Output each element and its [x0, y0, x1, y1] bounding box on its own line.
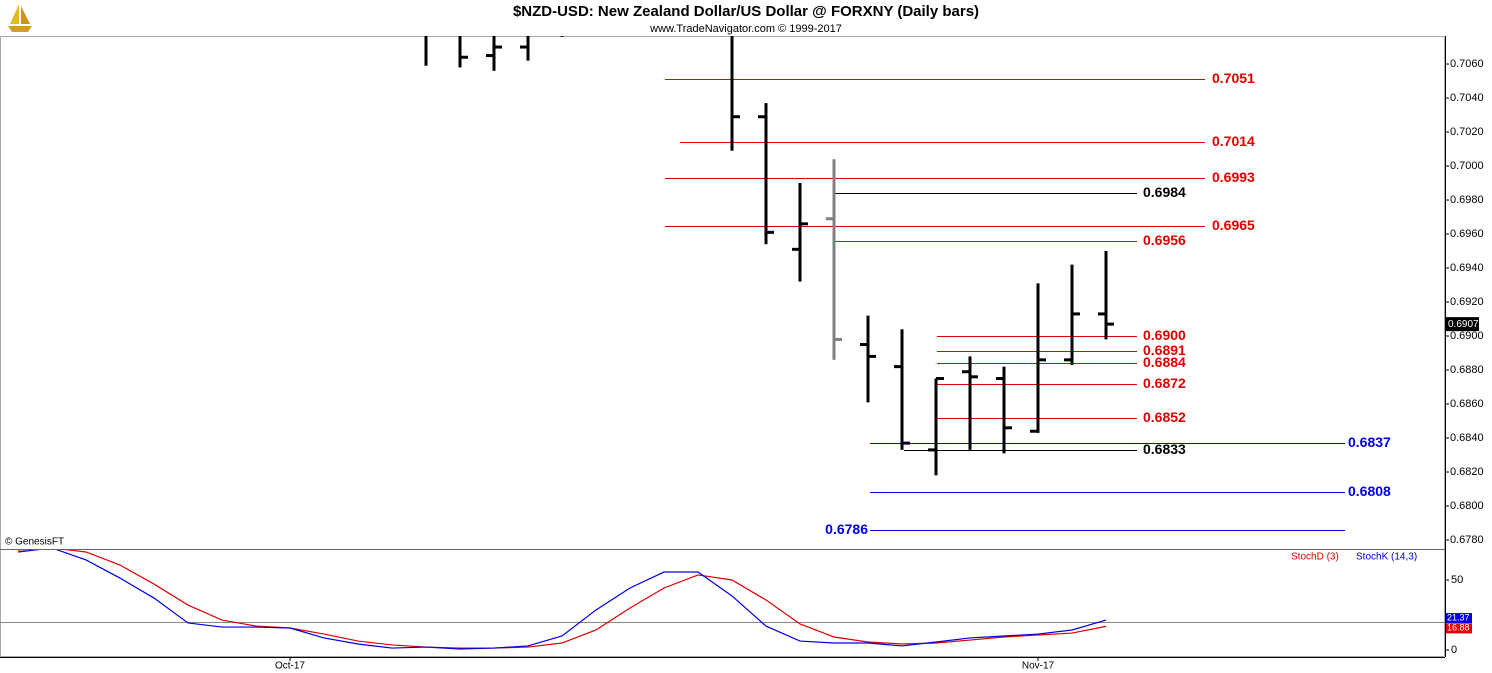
chart-subtitle: www.TradeNavigator.com © 1999-2017	[649, 23, 842, 35]
last-price-label: 0.6907	[1448, 319, 1479, 330]
y-tick-label: 0.6900	[1450, 330, 1484, 342]
overlay: 0.6780 0.6800 0.6820 0.6840 0.6860 0.6880 0.69…	[275, 58, 1484, 672]
x-tick-label: Oct-17	[275, 661, 305, 672]
stoch-panel	[0, 550, 1445, 650]
level-label: 0.6993	[1212, 169, 1255, 185]
logo	[8, 4, 32, 32]
last-value-label: 16.88	[1447, 623, 1470, 633]
level-label: 0.6808	[1348, 483, 1391, 499]
annotation: © GenesisFT	[5, 537, 64, 548]
y-tick-label: 0.6920	[1450, 296, 1484, 308]
level-label: 0.6984	[1143, 184, 1186, 200]
y-tick-label: 0.6980	[1450, 194, 1484, 206]
y-tick-label: 0.7060	[1450, 58, 1484, 70]
y-tick-label: 0.6820	[1450, 466, 1484, 478]
y-tick-label: 0.7040	[1450, 92, 1484, 104]
y-tick-label: 0.7020	[1450, 126, 1484, 138]
level-label: 0.6833	[1143, 441, 1186, 457]
x-tick-label: Nov-17	[1022, 661, 1055, 672]
y-tick-label: 0.6800	[1450, 500, 1484, 512]
level-label: 0.6956	[1143, 232, 1186, 248]
y-tick-label: 0	[1451, 644, 1457, 656]
legend-label: StochK (14,3)	[1356, 552, 1417, 563]
plot-frame	[0, 36, 1445, 657]
last-value-box	[1446, 613, 1472, 624]
chart-title: $NZD-USD: New Zealand Dollar/US Dollar @…	[513, 3, 979, 20]
y-tick-label: 0.7000	[1450, 160, 1484, 172]
legend-label: StochD (3)	[1291, 552, 1339, 563]
last-value-box	[1446, 623, 1472, 634]
level-label: 0.7014	[1212, 133, 1255, 149]
y-tick-label: 0.6880	[1450, 364, 1484, 376]
level-label: 0.6852	[1143, 409, 1186, 425]
y-tick-label: 0.6780	[1450, 534, 1484, 546]
level-label: 0.6884	[1143, 354, 1186, 370]
last-value-label: 21.37	[1447, 612, 1470, 622]
y-tick-label: 50	[1451, 574, 1463, 586]
level-label: 0.6965	[1212, 217, 1255, 233]
last-price-box	[1446, 317, 1479, 332]
stoch-line	[17, 550, 1107, 650]
level-label: 0.7051	[1212, 70, 1255, 86]
price-panel	[424, 36, 1345, 531]
y-tick-label: 0.6840	[1450, 432, 1484, 444]
y-tick-label: 0.6960	[1450, 228, 1484, 240]
level-label: 0.6891	[1143, 342, 1186, 358]
y-tick-label: 0.6860	[1450, 398, 1484, 410]
level-label: 0.6872	[1143, 375, 1186, 391]
y-tick-label: 0.6940	[1450, 262, 1484, 274]
level-label: 0.6900	[1143, 327, 1186, 343]
level-label: 0.6837	[1348, 434, 1391, 450]
level-label: 0.6786	[825, 521, 868, 537]
